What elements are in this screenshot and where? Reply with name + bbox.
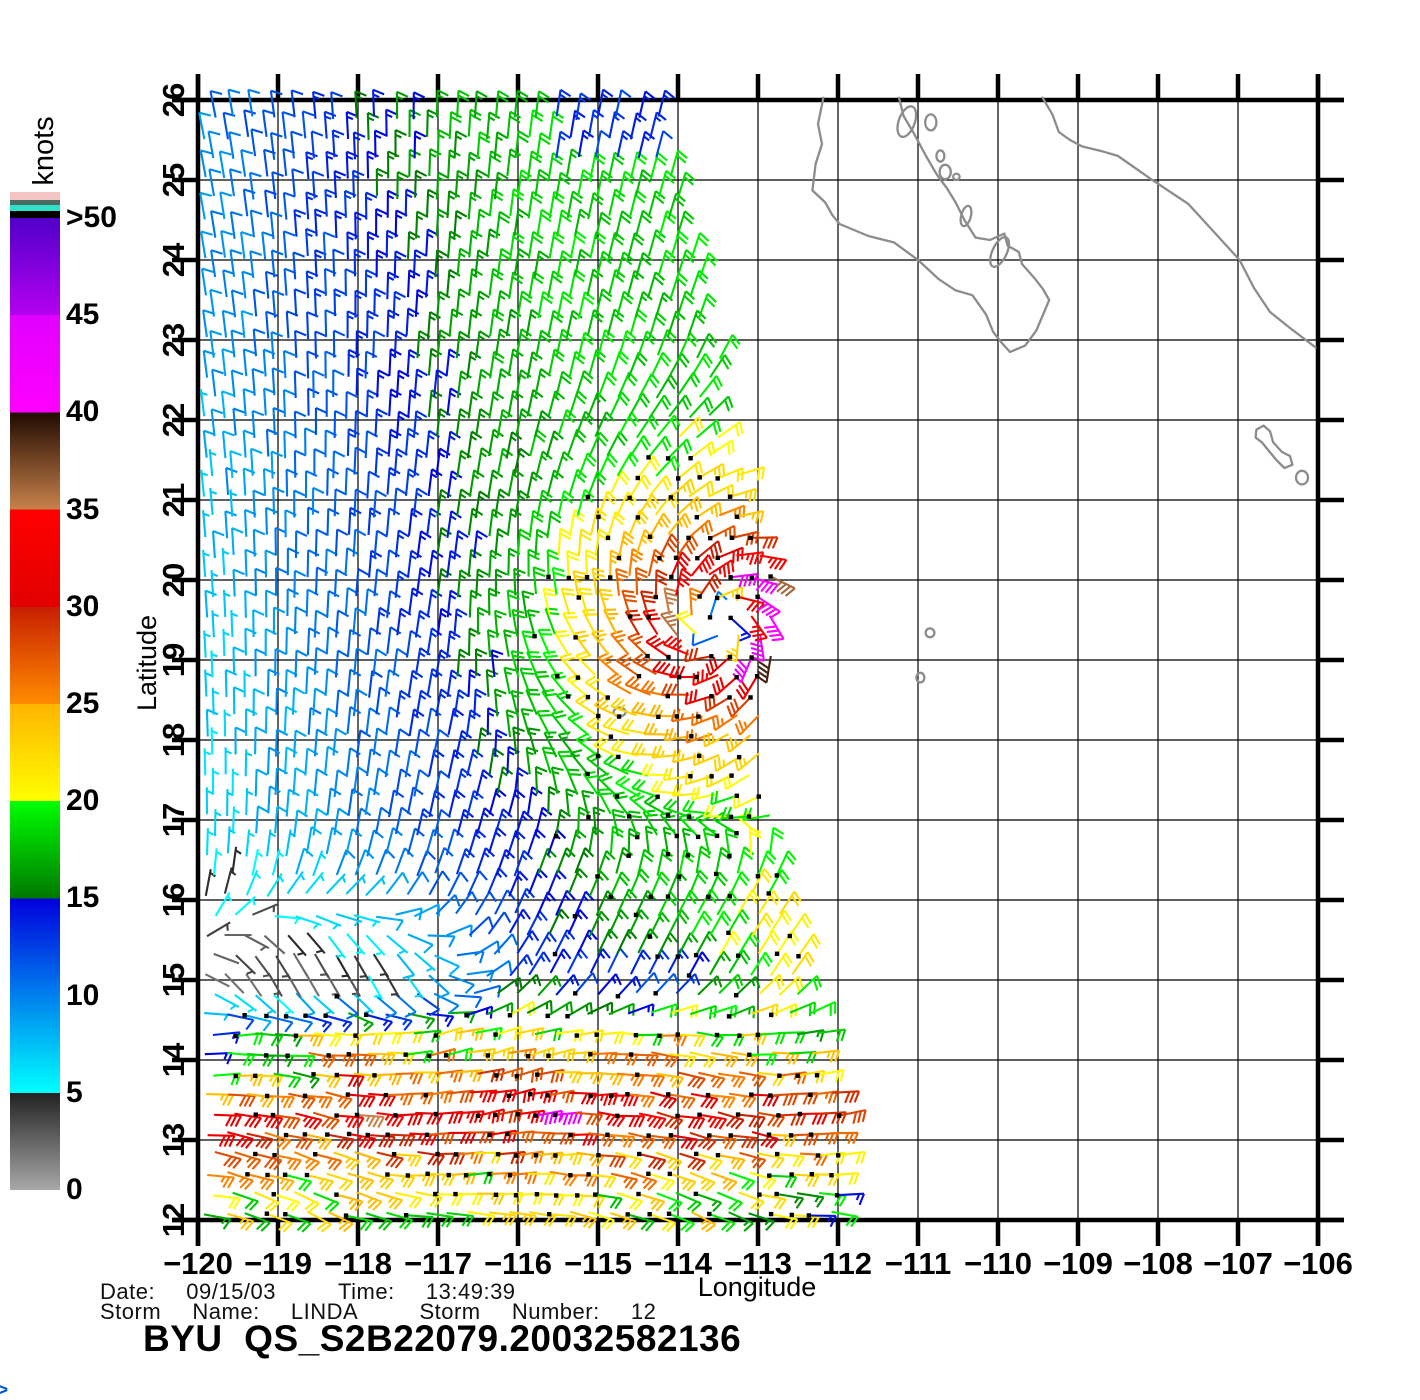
y-tick-label: 13 [156, 1123, 191, 1157]
date-time-line: Date: 09/15/03 Time: 13:49:39 [100, 1279, 516, 1304]
colorbar-tick-label: 35 [66, 492, 100, 526]
x-tick-label: −108 [1123, 1246, 1193, 1281]
colorbar-tick-label: 20 [66, 784, 100, 818]
x-tick-label: −112 [804, 1246, 872, 1281]
colorbar-tick-label: >50 [66, 201, 117, 234]
colorbar-overflow-stripe [10, 205, 60, 211]
storm-info-line: Storm Name: LINDA Storm Number: 12 [100, 1299, 657, 1324]
corner-chevron-glyph: > [0, 1380, 9, 1400]
colorbar-overflow-stripe [10, 200, 60, 205]
colorbar-overflow-stripe [10, 192, 60, 200]
colorbar-tick-label: 0 [66, 1173, 83, 1206]
axis-label-layer: −120 −119 −118 −117 −116 −115 −114 −113 −112 −111… [156, 83, 1353, 1281]
colorbar-overflow-stripe [10, 211, 60, 218]
colorbar-tick-label: 40 [66, 395, 100, 429]
mainland-mexico-coast [1041, 96, 1318, 349]
x-tick-label: −117 [404, 1246, 472, 1281]
island [896, 105, 918, 139]
y-tick-label: 20 [156, 563, 191, 597]
y-tick-label: 16 [156, 883, 191, 917]
x-tick-label: −119 [244, 1246, 312, 1281]
colorbar-tick-label: 15 [66, 881, 100, 915]
x-tick-label: −116 [484, 1246, 552, 1281]
island [935, 149, 946, 163]
colorbar [10, 218, 60, 1190]
colorbar-unit-label: knots [28, 116, 60, 186]
y-tick-label: 21 [156, 483, 191, 517]
y-tick-label: 12 [156, 1203, 191, 1237]
colorbar-tick-label: 10 [66, 978, 100, 1012]
x-tick-label: −107 [1203, 1246, 1273, 1281]
grid-layer [197, 99, 1319, 1221]
y-tick-label: 24 [156, 242, 191, 277]
x-tick-label: −113 [724, 1246, 792, 1281]
islas-marias [1254, 424, 1294, 470]
island [938, 163, 952, 181]
coastline-layer [612, 96, 1318, 718]
y-tick-label: 18 [156, 723, 191, 757]
x-tick-label: −115 [564, 1246, 632, 1281]
y-tick-label: 14 [156, 1042, 191, 1077]
y-tick-label: 23 [156, 323, 191, 357]
colorbar-tick-label: 5 [66, 1075, 83, 1109]
x-tick-label: −109 [1043, 1246, 1113, 1281]
x-tick-label: −114 [644, 1246, 713, 1281]
island [915, 671, 926, 684]
island [989, 236, 1011, 268]
y-tick-label: 25 [156, 163, 191, 197]
x-tick-label: −118 [324, 1246, 392, 1281]
island [924, 113, 938, 132]
baja-california-coast [811, 96, 1051, 354]
island [924, 627, 936, 639]
island [1294, 469, 1310, 486]
x-tick-label: −110 [964, 1246, 1032, 1281]
x-tick-label: −106 [1283, 1246, 1353, 1281]
island [952, 172, 961, 182]
x-tick-label: −111 [885, 1246, 951, 1281]
island [959, 204, 973, 228]
y-tick-label: 22 [156, 403, 191, 437]
colorbar-tick-label: 25 [66, 687, 100, 720]
colorbar-tick-label: 30 [66, 589, 100, 623]
y-tick-label: 26 [156, 83, 191, 117]
plot-title: BYU QS_S2B22079.20032582136 [143, 1318, 742, 1359]
x-tick-label: −120 [163, 1246, 233, 1281]
rain-flag-dot-layer [233, 455, 842, 1218]
colorbar-tick-label: 45 [66, 298, 100, 332]
y-tick-label: 19 [156, 643, 191, 677]
y-tick-label: 15 [156, 963, 191, 997]
wind-barb-layer [198, 88, 867, 1233]
x-axis-title: Longitude [697, 1272, 817, 1302]
y-tick-label: 17 [156, 803, 191, 837]
colorbar-overflow-stripes [10, 192, 60, 218]
y-axis-title: Latitude [132, 614, 162, 712]
